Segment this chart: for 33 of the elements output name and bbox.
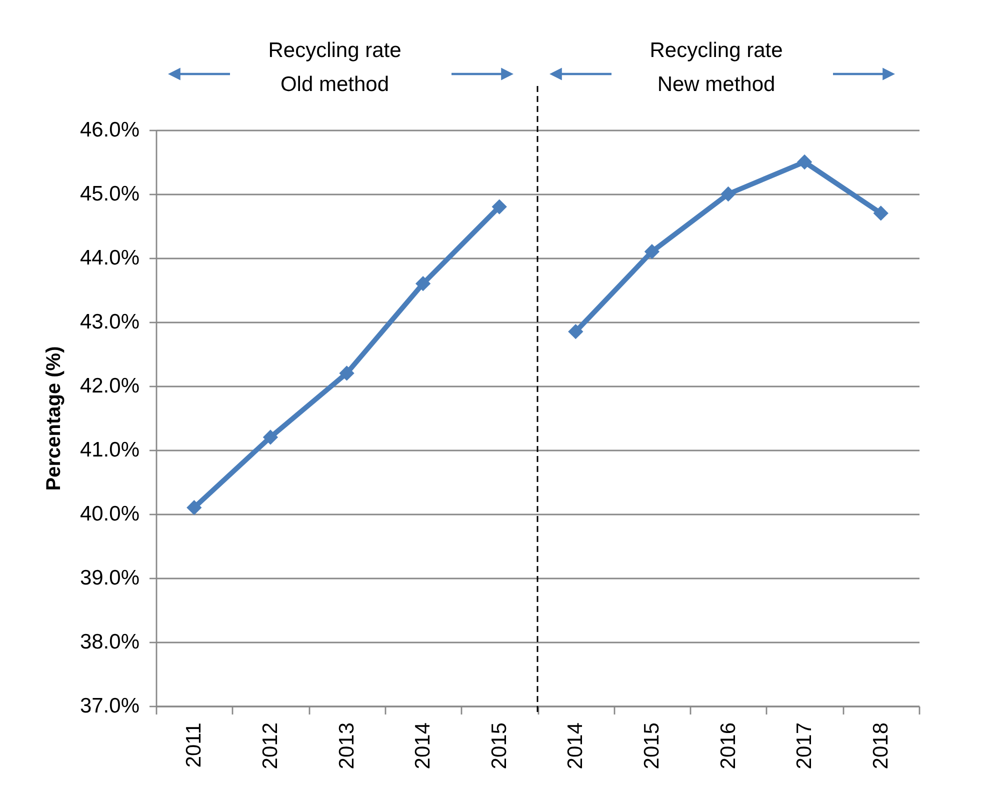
y-tick-label: 44.0% <box>80 246 140 270</box>
point <box>568 324 584 340</box>
y-tick-label: 45.0% <box>80 182 140 206</box>
point <box>492 199 507 214</box>
x-tick-label: 2014 <box>412 722 435 770</box>
x-tick-label: 2015 <box>488 722 511 770</box>
y-tick-label: 38.0% <box>80 630 140 654</box>
y-tick-label: 46.0% <box>80 118 140 142</box>
y-tick-label: 41.0% <box>80 438 140 462</box>
point <box>339 366 354 381</box>
x-tick-label: 2012 <box>258 722 282 770</box>
point <box>262 430 278 445</box>
text: Recycling rate Old method <box>268 39 402 96</box>
y-axis-title: Percentage (%) <box>42 346 65 491</box>
point <box>720 186 736 202</box>
y-tick-label: 42.0% <box>80 374 140 398</box>
x-tick-label: 2015 <box>640 722 664 770</box>
y-tick-label: 37.0% <box>80 694 140 718</box>
point <box>644 244 660 260</box>
x-tick-label: 2011 <box>182 722 206 768</box>
y-tick-label: 39.0% <box>80 566 140 590</box>
y-tick-label: 40.0% <box>80 502 140 526</box>
point <box>186 500 202 516</box>
point <box>415 276 431 292</box>
point <box>796 154 812 170</box>
x-tick-label: 2014 <box>564 722 588 770</box>
x-tick-label: 2013 <box>335 722 358 770</box>
text: Recycling rate New method <box>650 39 783 96</box>
x-tick-label: 2016 <box>716 722 740 770</box>
point <box>873 206 888 221</box>
x-tick-label: 2017 <box>793 722 816 770</box>
y-tick-label: 43.0% <box>80 310 140 334</box>
x-tick-label: 2018 <box>869 722 892 770</box>
